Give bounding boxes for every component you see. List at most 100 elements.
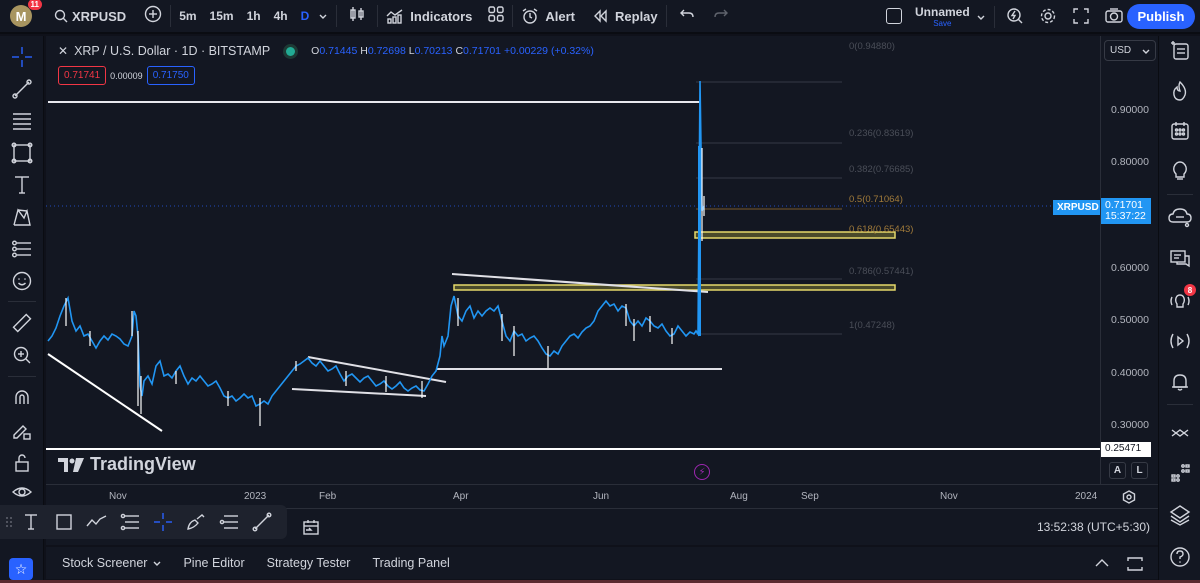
camera-icon[interactable] <box>1104 7 1124 25</box>
tab-trading-panel[interactable]: Trading Panel <box>372 556 450 570</box>
layout-chevron-down-icon[interactable] <box>976 12 986 22</box>
help-button[interactable] <box>1167 544 1193 570</box>
collapse-sidebar-button[interactable] <box>1167 419 1193 445</box>
quick-search-icon[interactable] <box>1006 7 1024 25</box>
float-crosshair-tool[interactable] <box>146 507 179 537</box>
calendar-goto-icon <box>303 520 319 535</box>
crosshair-tool[interactable] <box>9 44 35 70</box>
streams-button[interactable] <box>1167 328 1193 354</box>
redo-button[interactable] <box>713 7 729 26</box>
publish-button[interactable]: Publish <box>1127 4 1195 29</box>
drag-handle[interactable] <box>6 513 14 531</box>
forecasting-tool[interactable] <box>9 236 35 262</box>
maximize-panel-icon[interactable] <box>1126 556 1144 572</box>
chart-settings-hexagon-icon[interactable] <box>1122 490 1136 504</box>
interval-15m[interactable]: 15m <box>209 9 234 23</box>
price-chart-canvas[interactable] <box>46 36 1100 484</box>
chevron-up-icon[interactable] <box>1094 558 1110 568</box>
rectangle-tool[interactable] <box>9 140 35 166</box>
price-axis[interactable]: USD 0.90000 0.80000 0.60000 0.50000 0.40… <box>1100 36 1158 484</box>
candles-icon <box>350 6 364 21</box>
fib-retracement <box>696 81 842 335</box>
indicators-button[interactable]: Indicators <box>386 8 472 24</box>
time-label: Feb <box>319 491 337 502</box>
user-avatar[interactable]: M 11 <box>10 0 42 27</box>
lightning-icon[interactable]: ⚡ <box>694 464 710 480</box>
float-rectangle-tool[interactable] <box>47 507 80 537</box>
gear-icon[interactable] <box>1039 7 1057 25</box>
ideas-button[interactable] <box>1167 158 1193 184</box>
timezone-clock[interactable]: 13:52:38 (UTC+5:30) <box>1036 520 1150 534</box>
text-tool[interactable] <box>9 172 35 198</box>
lock-all-button[interactable] <box>9 450 35 476</box>
templates-button[interactable] <box>488 5 505 27</box>
time-label: 2023 <box>244 491 267 502</box>
float-fib-tool[interactable] <box>113 507 146 537</box>
symbol-search-button[interactable]: XRPUSD <box>54 9 126 24</box>
symbol-title[interactable]: XRP / U.S. Dollar · 1D · BITSTAMP <box>74 44 271 58</box>
layout-name-button[interactable]: Unnamed Save <box>915 5 970 28</box>
high-value: 0.72698 <box>367 45 406 57</box>
interval-1h[interactable]: 1h <box>246 9 261 23</box>
undo-button[interactable] <box>679 7 695 26</box>
price-label: 0.60000 <box>1111 262 1149 274</box>
bottom-panel-tabs: Stock Screener Pine Editor Strategy Test… <box>46 547 1158 579</box>
float-path-tool[interactable] <box>80 507 113 537</box>
fullscreen-icon[interactable] <box>1072 7 1090 25</box>
pattern-tool[interactable] <box>9 204 35 230</box>
tab-strategy-tester[interactable]: Strategy Tester <box>266 556 351 570</box>
chart-pane[interactable]: ✕ XRP / U.S. Dollar · 1D · BITSTAMP O0.7… <box>46 36 1100 484</box>
watchlist-favorites-button[interactable]: ☆ <box>9 558 33 580</box>
alerts-button[interactable] <box>1167 369 1193 395</box>
replay-button[interactable]: Replay <box>593 9 658 24</box>
magnet-mode-button[interactable] <box>9 386 35 412</box>
go-to-date-button[interactable] <box>302 518 320 541</box>
layout-select-checkbox[interactable] <box>886 8 902 24</box>
time-axis[interactable]: Nov 2023 Feb Apr Jun Aug Sep Nov 2024 <box>46 484 1158 508</box>
search-icon <box>54 9 68 23</box>
watchlist-button[interactable] <box>1167 38 1193 64</box>
chevron-down-icon[interactable] <box>318 11 328 21</box>
chats-button[interactable] <box>1167 204 1193 230</box>
interval-5m[interactable]: 5m <box>179 9 197 23</box>
float-brush-tool[interactable] <box>179 507 212 537</box>
indicators-label: Indicators <box>410 8 473 24</box>
chart-type-button[interactable] <box>349 5 365 28</box>
trend-line-tool[interactable] <box>9 76 35 102</box>
object-tree-button[interactable] <box>1167 502 1193 528</box>
log-scale-button[interactable]: L <box>1131 462 1148 479</box>
currency-select[interactable]: USD <box>1104 40 1156 61</box>
fib-level-05: 0.5(0.71064) <box>849 194 903 205</box>
alert-button[interactable]: Alert <box>521 7 575 25</box>
close-legend-icon[interactable]: ✕ <box>58 44 69 58</box>
compare-symbol-button[interactable] <box>144 5 162 28</box>
top-toolbar: M 11 XRPUSD 5m 15m 1h 4h D Indicators <box>0 0 1200 34</box>
auto-scale-button[interactable]: A <box>1109 462 1126 479</box>
zoom-in-tool[interactable] <box>9 342 35 368</box>
float-text-tool[interactable] <box>14 507 47 537</box>
fib-level-0382: 0.382(0.76685) <box>849 164 914 175</box>
hide-drawings-button[interactable] <box>9 480 35 506</box>
dom-button[interactable] <box>1167 460 1193 486</box>
sell-button[interactable]: 0.71741 <box>58 66 107 85</box>
tab-stock-screener[interactable]: Stock Screener <box>62 556 161 570</box>
interval-4h[interactable]: 4h <box>273 9 288 23</box>
messages-button[interactable] <box>1167 246 1193 272</box>
replay-icon <box>594 9 607 23</box>
horizontal-line-price-tag: 0.25471 <box>1101 442 1151 457</box>
tradingview-logo[interactable]: TradingView <box>58 454 196 475</box>
calendar-button[interactable] <box>1167 118 1193 144</box>
float-trend-line-tool[interactable] <box>245 507 278 537</box>
lock-drawings-button[interactable] <box>9 418 35 444</box>
horizontal-lines-tool[interactable] <box>9 108 35 134</box>
pencil-lock-icon <box>13 425 31 440</box>
buy-button[interactable]: 0.71750 <box>146 66 195 85</box>
save-link[interactable]: Save <box>933 19 952 28</box>
hotlists-button[interactable] <box>1167 78 1193 104</box>
measure-tool[interactable] <box>9 310 35 336</box>
interval-1d[interactable]: D <box>300 9 310 23</box>
emoji-tool[interactable] <box>9 268 35 294</box>
float-forecast-tool[interactable] <box>212 507 245 537</box>
tab-pine-editor[interactable]: Pine Editor <box>183 556 245 570</box>
ideas-stream-button[interactable]: 8 <box>1167 284 1196 314</box>
